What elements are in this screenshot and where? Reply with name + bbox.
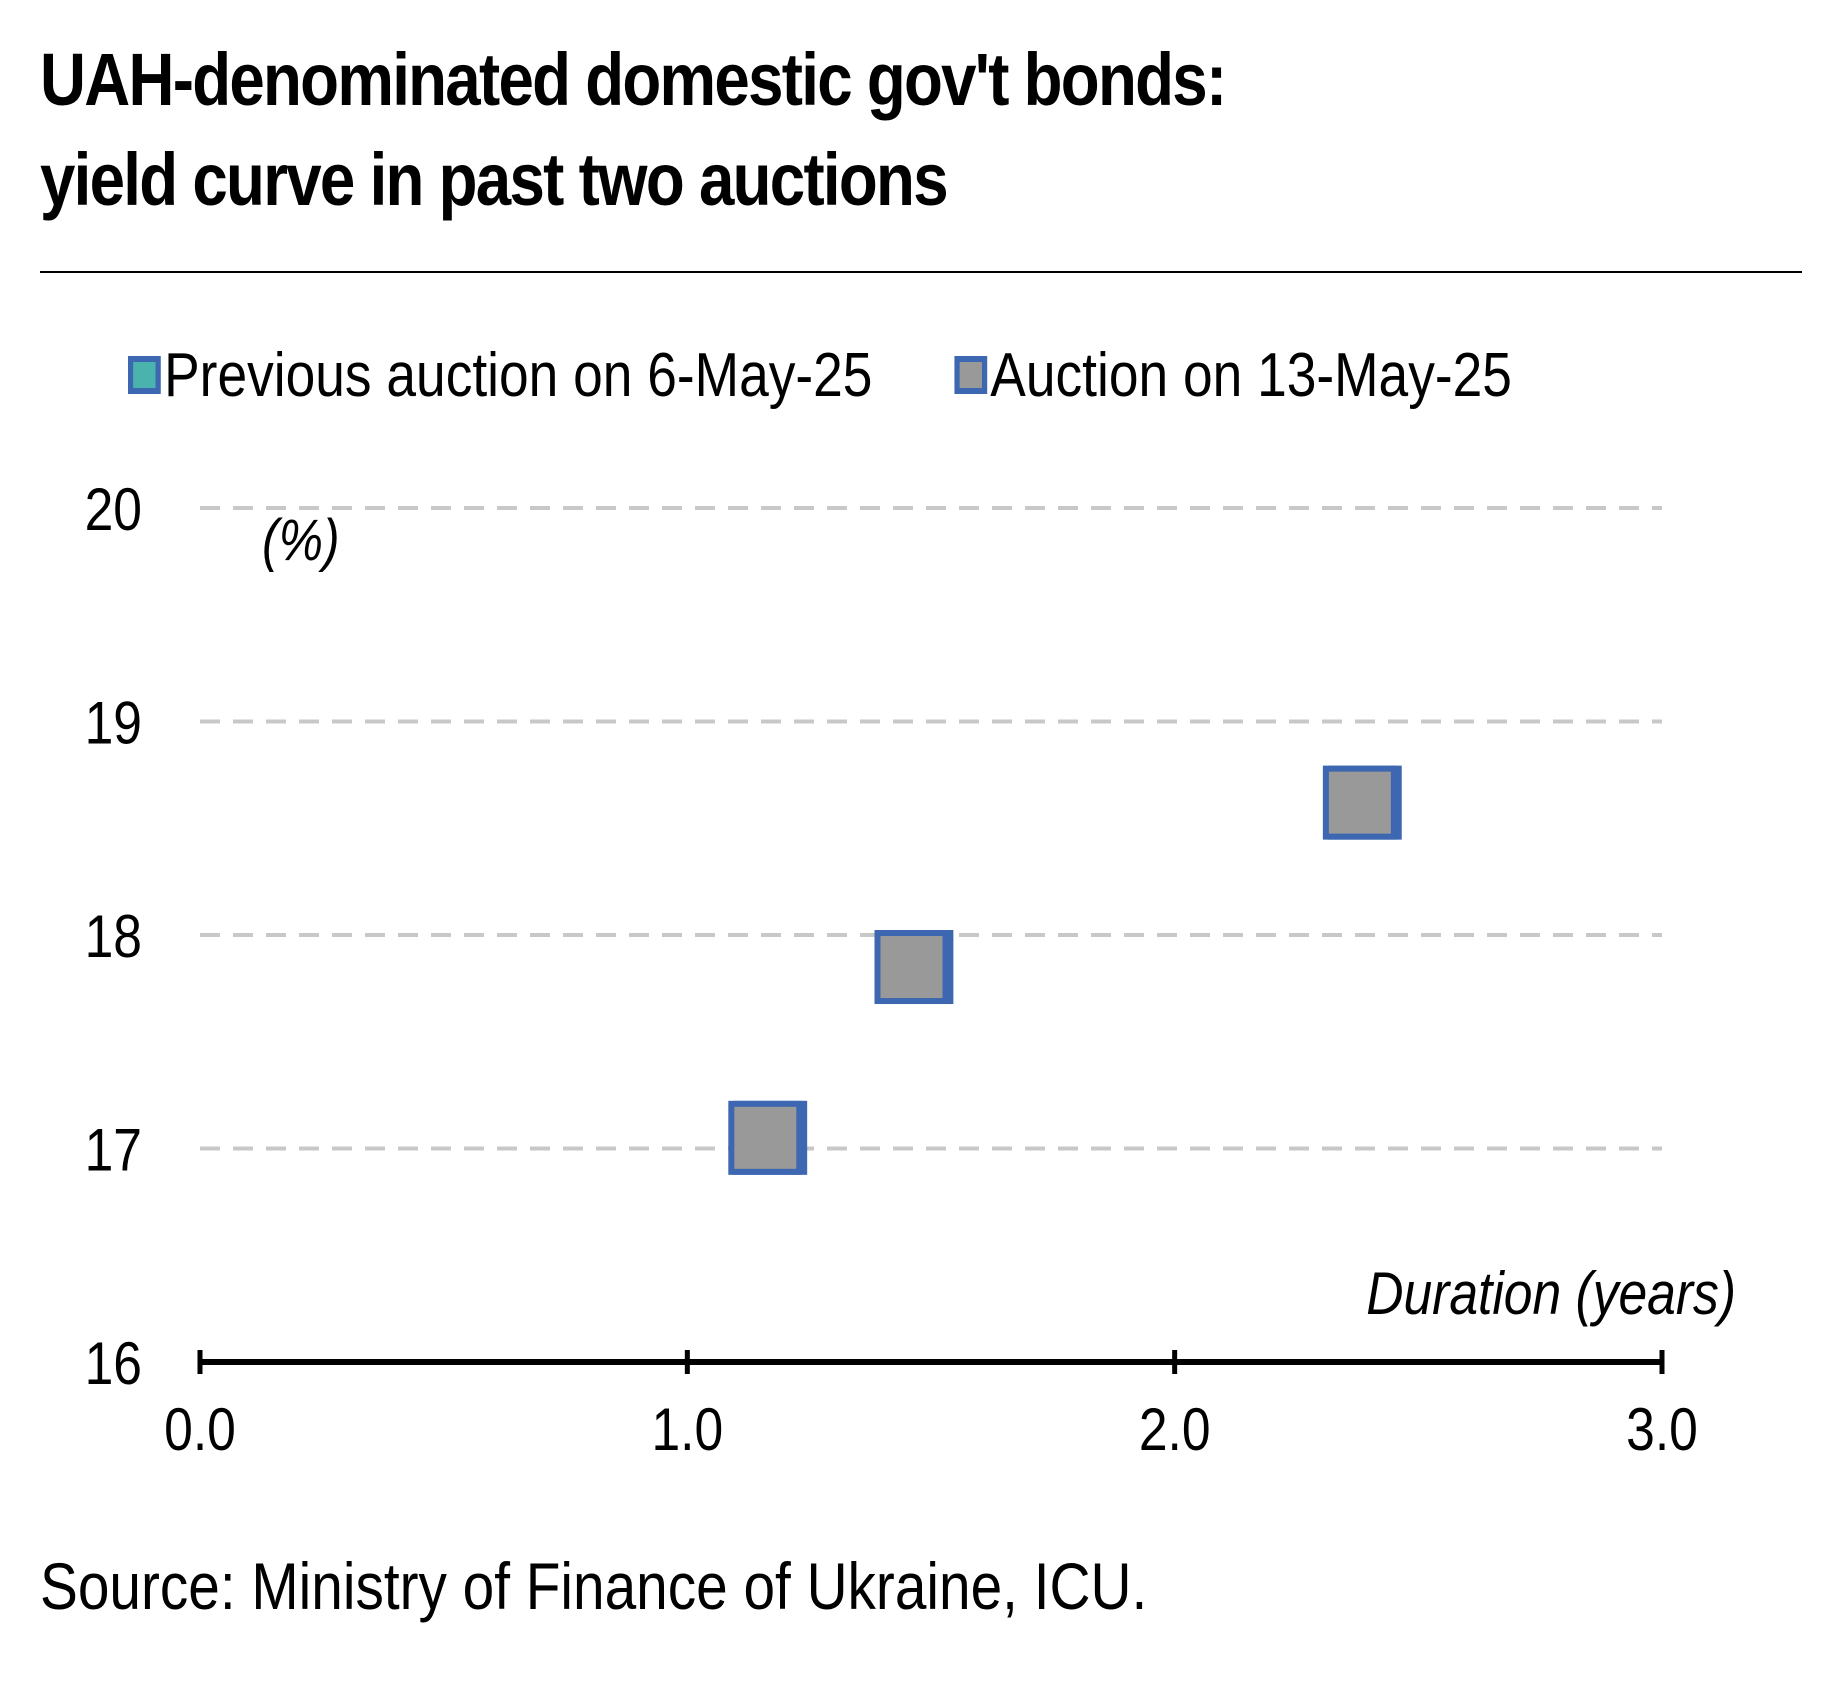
y-gridlines [200,506,1662,1151]
chart-legend: Previous auction on 6-May-25 Auction on … [128,335,1512,415]
source-note: Source: Ministry of Finance of Ukraine, … [40,1549,1148,1623]
data-points [728,765,1402,1175]
legend-item-current-auction: Auction on 13-May-25 [954,340,1512,411]
y-tick-label: 20 [85,475,142,543]
y-axis-tick-labels: 16 17 18 19 20 [85,475,142,1397]
x-axis-label: Duration (years) [1366,1259,1736,1327]
legend-item-previous-auction: Previous auction on 6-May-25 [128,340,872,411]
chart-title-line-2: yield curve in past two auctions [40,138,949,221]
chart-title-line-1: UAH-denominated domestic gov't bonds: [40,38,1227,121]
title-divider [40,271,1802,273]
y-tick-label: 16 [85,1329,142,1397]
x-tick-label: 3.0 [1626,1395,1698,1463]
x-tick-label: 1.0 [651,1395,723,1463]
y-tick-label: 19 [85,689,142,757]
data-point-current-auction [728,1100,803,1175]
legend-label-current-auction: Auction on 13-May-25 [990,340,1512,410]
x-tick-label: 2.0 [1139,1395,1211,1463]
chart-title: UAH-denominated domestic gov't bonds: yi… [40,30,1536,230]
data-point-current-auction [1322,765,1397,840]
y-tick-label: 17 [85,1116,142,1184]
y-axis-unit-label: (%) [262,509,340,573]
x-axis [197,1350,1665,1374]
x-tick-label: 0.0 [164,1395,236,1463]
legend-swatch-current-auction [954,356,987,394]
data-point-current-auction [874,930,949,1005]
y-tick-label: 18 [85,902,142,970]
legend-swatch-previous-auction [128,356,161,394]
x-axis-tick-labels: 0.0 1.0 2.0 3.0 [164,1395,1698,1463]
legend-label-previous-auction: Previous auction on 6-May-25 [164,340,873,410]
